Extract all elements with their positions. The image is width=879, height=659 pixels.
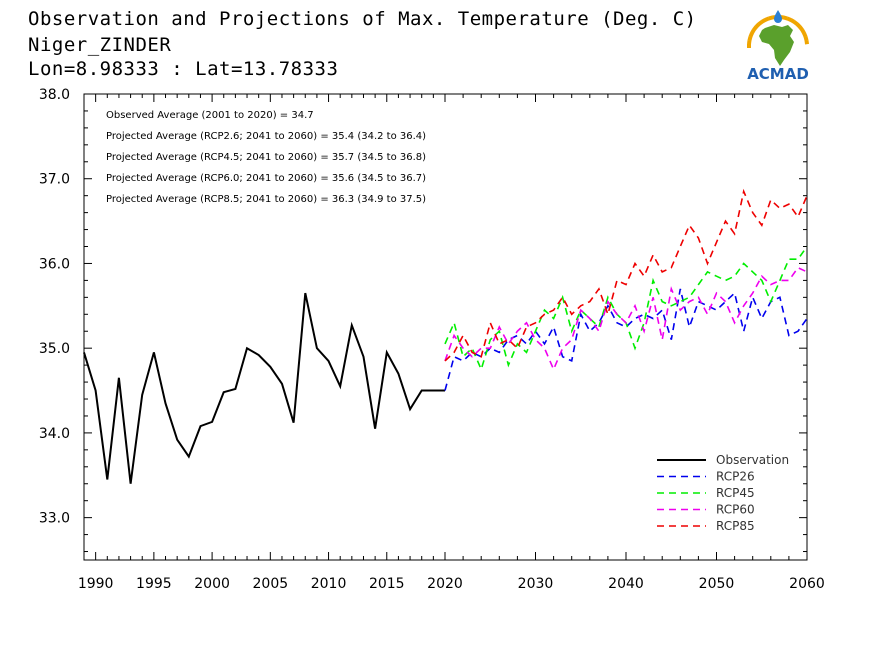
logo-text: ACMAD xyxy=(747,65,809,83)
location-name: Niger_ZINDER xyxy=(28,34,172,56)
x-tick-label: 2030 xyxy=(518,576,554,592)
y-tick-label: 33.0 xyxy=(39,511,70,527)
y-tick-label: 35.0 xyxy=(39,341,70,357)
x-tick-label: 2010 xyxy=(311,576,347,592)
sun-ray xyxy=(786,16,792,22)
acmad-logo: ACMAD xyxy=(738,8,818,88)
sun-ray xyxy=(764,16,770,22)
annotations: Observed Average (2001 to 2020) = 34.7 Pr… xyxy=(106,110,426,205)
y-tick-label: 36.0 xyxy=(39,256,70,272)
x-tick-label: 1990 xyxy=(78,576,114,592)
location-coords: Lon=8.98333 : Lat=13.78333 xyxy=(28,58,339,80)
sun-ray xyxy=(800,28,806,35)
series-observation xyxy=(83,292,445,484)
x-tick-label: 2020 xyxy=(427,576,463,592)
x-tick-label: 2005 xyxy=(253,576,289,592)
series-rcp45 xyxy=(444,246,808,372)
chart-title: Observation and Projections of Max. Temp… xyxy=(28,8,697,30)
y-tick-label: 34.0 xyxy=(39,426,70,442)
x-tick-label: 1995 xyxy=(136,576,172,592)
plot-frame xyxy=(83,93,808,561)
x-axis: 1990 1995 2000 2005 2010 2015 2020 2030 2040 2050… xyxy=(78,94,825,592)
y-tick-label: 37.0 xyxy=(39,172,70,188)
legend-label: Observation xyxy=(716,453,789,467)
legend-label: RCP60 xyxy=(716,503,755,517)
sun-ray xyxy=(748,32,754,38)
legend-label: RCP45 xyxy=(716,486,755,500)
africa-sun-logo-icon: ACMAD xyxy=(747,10,809,83)
legend-label: RCP26 xyxy=(716,470,755,484)
sun-ray xyxy=(747,39,752,45)
x-tick-label: 2040 xyxy=(608,576,644,592)
series-rcp85 xyxy=(444,188,808,362)
sun-ray xyxy=(802,32,808,38)
y-axis: 33.0 34.0 35.0 36.0 37.0 38.0 xyxy=(39,87,807,553)
annotation-text: Projected Average (RCP8.5; 2041 to 2060)… xyxy=(106,194,426,205)
x-tick-label: 2050 xyxy=(699,576,735,592)
legend: Observation RCP26 RCP45 RCP60 RCP85 xyxy=(657,453,789,533)
sun-ray xyxy=(760,18,767,24)
y-tick-label: 38.0 xyxy=(39,87,70,103)
annotation-text: Observed Average (2001 to 2020) = 34.7 xyxy=(106,110,314,121)
annotation-text: Projected Average (RCP6.0; 2041 to 2060)… xyxy=(106,173,426,184)
sun-ray xyxy=(768,15,773,21)
legend-label: RCP85 xyxy=(716,519,755,533)
x-tick-label: 2000 xyxy=(194,576,230,592)
sun-ray xyxy=(747,36,753,41)
series-rcp26 xyxy=(444,288,808,391)
x-tick-label: 2060 xyxy=(789,576,825,592)
series-lines xyxy=(83,188,808,484)
sun-ray xyxy=(804,39,809,45)
annotation-text: Projected Average (RCP2.6; 2041 to 2060)… xyxy=(106,131,426,142)
annotation-text: Projected Average (RCP4.5; 2041 to 2060)… xyxy=(106,152,426,163)
sun-ray xyxy=(783,15,788,21)
sun-ray xyxy=(747,44,751,48)
sun-ray xyxy=(803,36,809,41)
x-tick-label: 2015 xyxy=(369,576,405,592)
series-rcp60 xyxy=(444,266,808,372)
